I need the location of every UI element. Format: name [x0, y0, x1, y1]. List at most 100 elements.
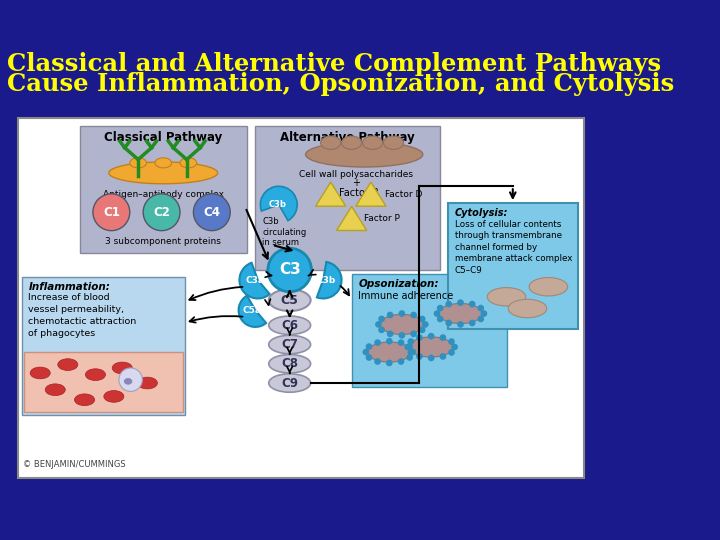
Ellipse shape: [180, 158, 197, 168]
Ellipse shape: [367, 342, 411, 362]
Text: Alternative Pathway: Alternative Pathway: [280, 131, 415, 144]
Ellipse shape: [438, 303, 482, 323]
Circle shape: [437, 305, 444, 312]
Wedge shape: [261, 186, 297, 221]
Circle shape: [405, 343, 411, 350]
Wedge shape: [240, 263, 270, 299]
Text: C5a: C5a: [243, 306, 261, 315]
Ellipse shape: [269, 355, 310, 373]
Circle shape: [428, 355, 434, 361]
Circle shape: [422, 321, 428, 328]
Text: C1: C1: [103, 206, 120, 219]
Circle shape: [410, 349, 416, 355]
Ellipse shape: [320, 136, 341, 150]
Circle shape: [378, 327, 385, 333]
Text: Factor B: Factor B: [339, 188, 379, 198]
Circle shape: [477, 315, 484, 322]
Circle shape: [268, 248, 312, 292]
Text: C5: C5: [281, 294, 299, 307]
Text: Cytolysis:: Cytolysis:: [454, 208, 508, 218]
Text: +: +: [352, 178, 360, 188]
Circle shape: [406, 343, 413, 350]
Circle shape: [387, 330, 394, 337]
Circle shape: [397, 358, 405, 365]
Circle shape: [419, 327, 426, 333]
Text: C3a: C3a: [245, 275, 264, 285]
Polygon shape: [315, 182, 346, 206]
Circle shape: [374, 339, 381, 346]
Circle shape: [428, 333, 434, 340]
Circle shape: [439, 353, 446, 360]
Ellipse shape: [529, 278, 567, 296]
Bar: [24, 352, 182, 413]
Ellipse shape: [45, 384, 66, 396]
Text: Cell wall polysaccharides: Cell wall polysaccharides: [299, 170, 413, 179]
Circle shape: [378, 315, 385, 322]
Ellipse shape: [58, 359, 78, 370]
Circle shape: [457, 299, 464, 306]
Ellipse shape: [410, 337, 453, 357]
Bar: [79, 126, 247, 253]
Bar: [19, 118, 585, 477]
Text: C8: C8: [282, 357, 298, 370]
Ellipse shape: [341, 136, 361, 150]
Text: C3b
circulating
in serum: C3b circulating in serum: [262, 217, 306, 247]
Bar: [351, 274, 506, 387]
Bar: [256, 126, 439, 270]
Text: C3: C3: [279, 262, 300, 278]
Bar: [448, 203, 577, 329]
Circle shape: [448, 338, 455, 345]
Text: Opsonization:: Opsonization:: [359, 279, 438, 289]
Circle shape: [439, 334, 446, 341]
Text: Loss of cellular contents
through transmembrane
channel formed by
membrane attac: Loss of cellular contents through transm…: [454, 220, 572, 274]
Ellipse shape: [269, 374, 310, 392]
Circle shape: [446, 320, 452, 326]
Text: C2: C2: [153, 206, 170, 219]
Text: Increase of blood
vessel permeability,
chemotactic attraction
of phagocytes: Increase of blood vessel permeability, c…: [29, 293, 137, 338]
Ellipse shape: [155, 158, 171, 168]
Text: C7: C7: [282, 338, 298, 351]
Circle shape: [446, 301, 452, 307]
Circle shape: [397, 339, 405, 346]
Ellipse shape: [269, 316, 310, 334]
Text: 3 subcomponent proteins: 3 subcomponent proteins: [105, 237, 221, 246]
Text: Classical Pathway: Classical Pathway: [104, 131, 222, 144]
Circle shape: [408, 349, 414, 356]
Circle shape: [386, 338, 392, 345]
Text: C3b: C3b: [317, 275, 336, 285]
Circle shape: [375, 321, 382, 328]
Text: © BENJAMIN/CUMMINGS: © BENJAMIN/CUMMINGS: [22, 460, 125, 469]
Text: Inflammation:: Inflammation:: [29, 282, 110, 292]
Circle shape: [448, 349, 455, 356]
Circle shape: [433, 310, 441, 317]
Circle shape: [451, 343, 458, 350]
Text: Factor P: Factor P: [364, 214, 400, 223]
Ellipse shape: [74, 394, 94, 406]
Text: Classical and Alternative Complement Pathways: Classical and Alternative Complement Pat…: [6, 52, 661, 76]
Ellipse shape: [384, 136, 403, 150]
Circle shape: [398, 332, 405, 339]
Ellipse shape: [130, 158, 146, 168]
Ellipse shape: [269, 289, 310, 311]
Circle shape: [93, 194, 130, 231]
Circle shape: [469, 320, 475, 326]
Circle shape: [387, 312, 394, 319]
Circle shape: [194, 194, 230, 231]
Circle shape: [362, 349, 369, 355]
Ellipse shape: [138, 377, 158, 389]
Circle shape: [143, 194, 180, 231]
Circle shape: [398, 310, 405, 317]
Circle shape: [406, 354, 413, 361]
Ellipse shape: [112, 362, 132, 374]
Circle shape: [469, 301, 475, 307]
Polygon shape: [356, 182, 386, 206]
Polygon shape: [336, 206, 366, 231]
Text: +: +: [159, 198, 167, 208]
Text: Antigen–antibody complex: Antigen–antibody complex: [103, 190, 224, 199]
Circle shape: [374, 358, 381, 365]
Text: C9: C9: [282, 376, 298, 389]
Text: Factor D: Factor D: [385, 190, 423, 199]
Ellipse shape: [508, 299, 546, 318]
Ellipse shape: [305, 142, 423, 167]
Wedge shape: [317, 262, 341, 299]
